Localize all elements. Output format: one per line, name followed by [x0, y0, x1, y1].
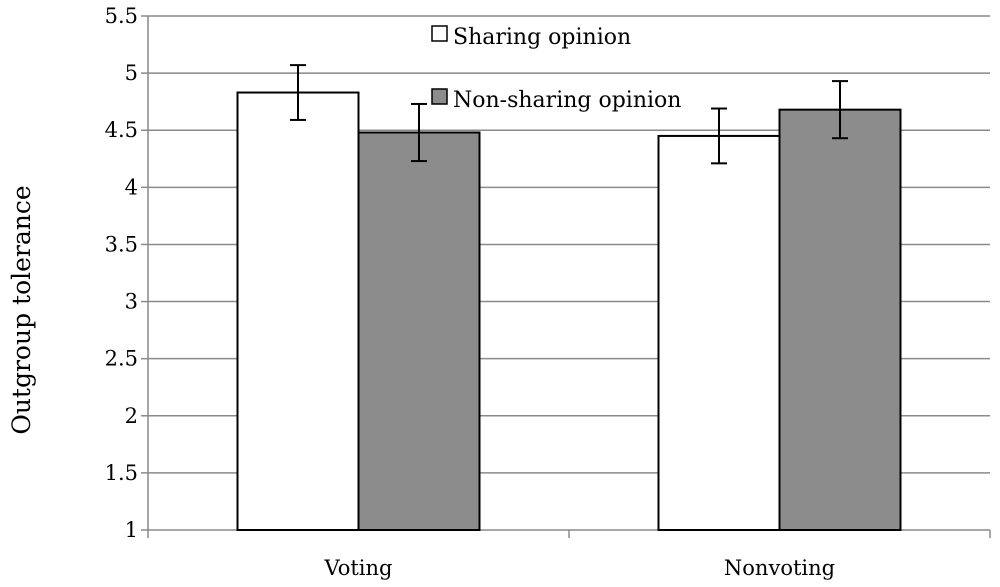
- legend-label: Non-sharing opinion: [453, 88, 681, 113]
- y-axis: 1 1.5 2 2.5 3 3.5 4 4.5 5 5.5: [105, 4, 149, 542]
- bar: [778, 108, 902, 531]
- x-axis: Voting Nonvoting: [147, 529, 991, 580]
- legend: Sharing opinion Non-sharing opinion: [431, 25, 681, 113]
- y-axis-title: Outgroup tolerance: [7, 185, 36, 434]
- bar: [357, 131, 481, 532]
- y-tick-label: 5.5: [105, 4, 138, 28]
- y-tick-label: 2.5: [105, 347, 138, 371]
- x-tick-label: Voting: [323, 556, 392, 580]
- bar: [657, 134, 781, 532]
- legend-label: Sharing opinion: [453, 25, 631, 50]
- y-tick-label: 4: [125, 175, 138, 199]
- legend-swatch: [431, 88, 448, 105]
- y-tick-label: 1: [125, 518, 138, 542]
- y-tick-label: 2: [125, 404, 138, 428]
- y-tick-label: 1.5: [105, 461, 138, 485]
- y-tick-label: 5: [125, 61, 138, 85]
- y-tick-label: 3: [125, 290, 138, 314]
- error-bars: [290, 64, 848, 165]
- bars: [236, 91, 902, 532]
- y-tick-label: 4.5: [105, 118, 138, 142]
- bar: [236, 91, 360, 531]
- x-tick-label: Nonvoting: [724, 556, 835, 580]
- y-tick-label: 3.5: [105, 232, 138, 256]
- legend-swatch: [431, 25, 448, 42]
